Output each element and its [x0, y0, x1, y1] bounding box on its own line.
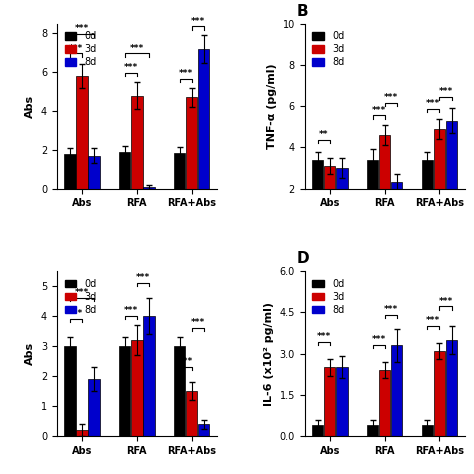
Bar	[446, 120, 457, 230]
Text: ***: ***	[372, 335, 386, 344]
Text: B: B	[297, 4, 308, 19]
Bar	[379, 135, 390, 230]
Text: ***: ***	[124, 306, 138, 315]
Text: ***: ***	[179, 357, 193, 366]
Bar	[131, 95, 143, 189]
Text: ***: ***	[69, 309, 83, 318]
Bar	[391, 182, 402, 230]
Bar	[422, 425, 433, 436]
Bar	[131, 340, 143, 436]
Text: ***: ***	[191, 318, 205, 327]
Bar	[198, 424, 210, 436]
Bar	[76, 76, 88, 189]
Bar	[312, 160, 323, 230]
Bar	[88, 379, 100, 436]
Bar	[76, 430, 88, 436]
Text: **: **	[319, 130, 328, 139]
Bar	[312, 425, 323, 436]
Y-axis label: IL-6 (x10² pg/ml): IL-6 (x10² pg/ml)	[264, 301, 274, 406]
Bar	[119, 346, 130, 436]
Bar	[143, 187, 155, 189]
Text: ***: ***	[191, 17, 205, 26]
Text: ***: ***	[317, 332, 331, 341]
Bar	[324, 166, 336, 230]
Bar	[64, 154, 76, 189]
Text: ***: ***	[383, 93, 398, 102]
Y-axis label: TNF-α (pg/ml): TNF-α (pg/ml)	[267, 64, 277, 149]
Text: ***: ***	[75, 288, 89, 297]
Legend: 0d, 3d, 8d: 0d, 3d, 8d	[310, 276, 347, 318]
Bar	[434, 351, 445, 436]
Bar	[186, 98, 197, 189]
Bar	[174, 346, 185, 436]
Bar	[198, 49, 210, 189]
Bar	[186, 391, 197, 436]
Text: ***: ***	[124, 63, 138, 72]
Bar	[446, 340, 457, 436]
Bar	[324, 367, 336, 436]
Text: ***: ***	[426, 316, 440, 325]
Legend: 0d, 3d, 8d: 0d, 3d, 8d	[62, 276, 99, 318]
Bar	[379, 370, 390, 436]
Text: ***: ***	[136, 273, 150, 282]
Text: ***: ***	[426, 100, 440, 109]
Legend: 0d, 3d, 8d: 0d, 3d, 8d	[62, 28, 99, 70]
Bar	[174, 153, 185, 189]
Bar	[88, 155, 100, 189]
Bar	[336, 367, 347, 436]
Y-axis label: Abs: Abs	[25, 95, 36, 118]
Text: D: D	[297, 251, 310, 266]
Bar	[336, 168, 347, 230]
Bar	[367, 160, 378, 230]
Text: ***: ***	[130, 44, 144, 53]
Legend: 0d, 3d, 8d: 0d, 3d, 8d	[310, 28, 347, 70]
Bar	[391, 346, 402, 436]
Text: ***: ***	[179, 69, 193, 78]
Text: ***: ***	[438, 297, 453, 306]
Text: ***: ***	[438, 87, 453, 96]
Bar	[434, 129, 445, 230]
Text: ***: ***	[69, 44, 83, 53]
Bar	[367, 425, 378, 436]
Text: ***: ***	[372, 106, 386, 115]
Text: ***: ***	[383, 305, 398, 314]
Y-axis label: Abs: Abs	[25, 342, 36, 365]
Bar	[422, 160, 433, 230]
Bar	[64, 346, 76, 436]
Bar	[143, 316, 155, 436]
Bar	[119, 152, 130, 189]
Text: ***: ***	[75, 24, 89, 33]
